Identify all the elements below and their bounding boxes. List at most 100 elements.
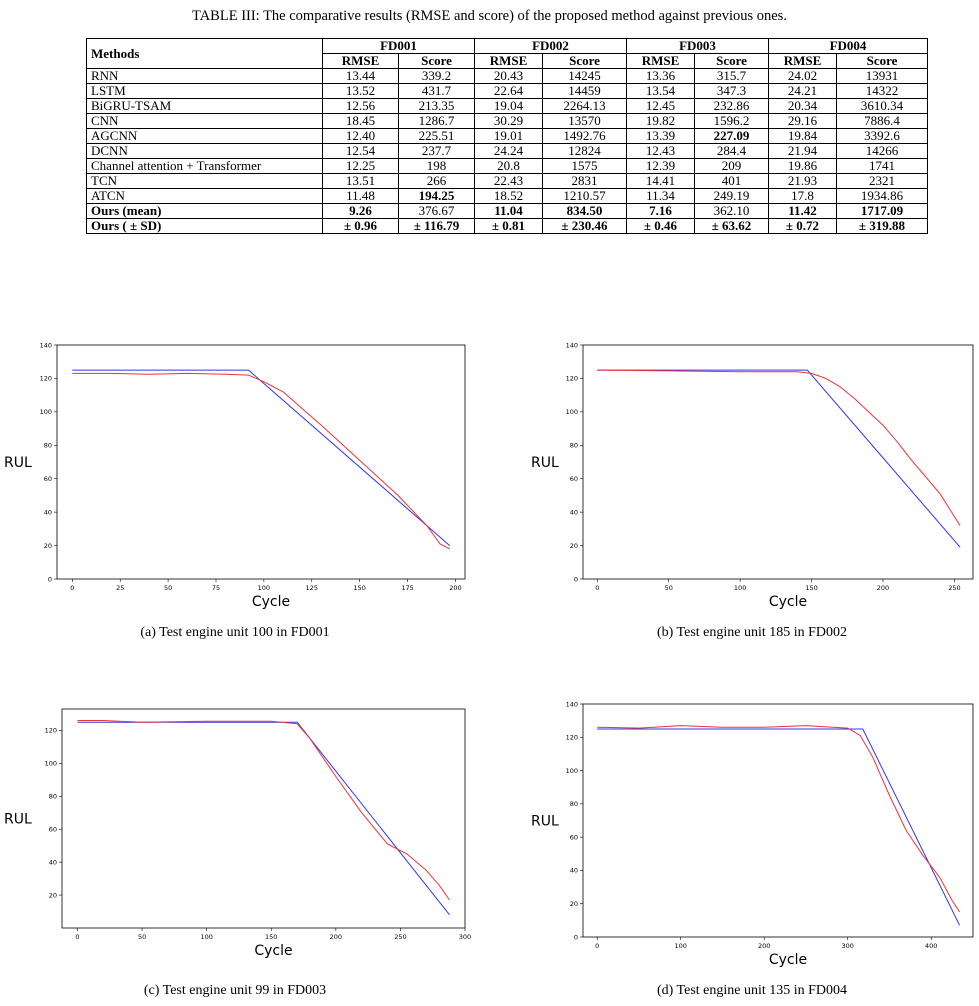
rmse-cell: 13.39 (626, 128, 695, 144)
rmse-cell: 12.39 (626, 158, 695, 174)
rmse-cell: 21.94 (768, 143, 837, 159)
rmse-cell: 12.54 (322, 143, 399, 159)
score-cell: 227.09 (694, 128, 769, 144)
rmse-header: RMSE (474, 53, 543, 69)
method-name-cell: TCN (86, 173, 323, 189)
rmse-cell: ± 0.81 (474, 218, 543, 234)
table-row: Ours (mean) 9.26 376.67 11.04 834.50 7.16 362.… (86, 203, 928, 219)
method-name-cell: Ours (mean) (86, 203, 323, 219)
true-rul-line (72, 369, 451, 546)
x-tick-label: 100 (734, 584, 746, 592)
table-row: CNN 18.45 1286.7 30.29 13570 19.82 1596.2 29.16… (86, 113, 928, 129)
score-cell: 1717.09 (836, 203, 928, 219)
plot-frame (582, 344, 974, 580)
rmse-cell: 13.54 (626, 83, 695, 99)
score-cell: ± 63.62 (694, 218, 769, 234)
x-tick-label: 100 (200, 933, 212, 941)
table-row: LSTM 13.52 431.7 22.64 14459 13.54 347.3 24.21 1… (86, 83, 928, 99)
y-tick-label: 60 (44, 475, 52, 483)
rmse-cell: 19.01 (474, 128, 543, 144)
y-tick-label: 60 (570, 475, 578, 483)
rmse-cell: 14.41 (626, 173, 695, 189)
true-rul-line (77, 721, 450, 916)
rmse-cell: 19.86 (768, 158, 837, 174)
rmse-cell: 12.45 (626, 98, 695, 114)
score-cell: 1934.86 (836, 188, 928, 204)
score-cell: 376.67 (398, 203, 475, 219)
rmse-cell: 13.52 (322, 83, 399, 99)
line-chart: 0 100 200 300 400 0 20 40 60 80 100 120 140 Cycle RUL (531, 700, 974, 968)
score-cell: 1210.57 (542, 188, 627, 204)
score-header: Score (542, 53, 627, 69)
line-chart: 0 50 100 150 200 250 300 20 40 60 80 100 120 Cycle RUL (4, 708, 471, 959)
rmse-cell: 12.43 (626, 143, 695, 159)
line-chart: 0 25 50 75 100 125 150 175 200 0 20 40 60 80 100 120 140… (4, 341, 466, 610)
score-cell: 13570 (542, 113, 627, 129)
score-cell: 1741 (836, 158, 928, 174)
score-cell: 339.2 (398, 68, 475, 84)
rmse-cell: 18.52 (474, 188, 543, 204)
rmse-cell: 30.29 (474, 113, 543, 129)
rmse-cell: 11.48 (322, 188, 399, 204)
y-axis-label: RUL (531, 814, 559, 830)
rmse-cell: 24.24 (474, 143, 543, 159)
x-tick-label: 200 (758, 942, 770, 950)
chart-panel-c: 0 50 100 150 200 250 300 20 40 60 80 100 120 Cycle RUL (0, 700, 471, 970)
rmse-cell: 7.16 (626, 203, 695, 219)
rmse-cell: 19.04 (474, 98, 543, 114)
score-cell: 237.7 (398, 143, 475, 159)
plot-frame (582, 703, 974, 938)
x-tick-label: 100 (674, 942, 686, 950)
x-tick-label: 150 (805, 584, 817, 592)
rmse-header: RMSE (626, 53, 695, 69)
score-cell: 12824 (542, 143, 627, 159)
predicted-rul-line (597, 369, 961, 526)
table-row: DCNN 12.54 237.7 24.24 12824 12.43 284.4 21.94 1… (86, 143, 928, 159)
score-cell: 2321 (836, 173, 928, 189)
rmse-cell: 29.16 (768, 113, 837, 129)
x-tick-label: 300 (842, 942, 854, 950)
method-name-cell: LSTM (86, 83, 323, 99)
score-cell: 14266 (836, 143, 928, 159)
score-cell: 362.10 (694, 203, 769, 219)
rmse-cell: 18.45 (322, 113, 399, 129)
score-cell: 1492.76 (542, 128, 627, 144)
score-cell: 7886.4 (836, 113, 928, 129)
y-tick-label: 100 (40, 408, 52, 416)
y-tick-label: 100 (566, 408, 578, 416)
rmse-cell: 19.82 (626, 113, 695, 129)
x-tick-label: 300 (459, 933, 471, 941)
rmse-cell: 17.8 (768, 188, 837, 204)
score-cell: 266 (398, 173, 475, 189)
score-cell: 198 (398, 158, 475, 174)
y-tick-label: 20 (44, 542, 52, 550)
rmse-cell: 20.8 (474, 158, 543, 174)
x-tick-label: 250 (948, 584, 960, 592)
table-row: RNN 13.44 339.2 20.43 14245 13.36 315.7 24.02 13… (86, 68, 928, 84)
x-tick-label: 100 (258, 584, 270, 592)
rmse-cell: 24.02 (768, 68, 837, 84)
predicted-rul-line (72, 372, 450, 550)
rmse-cell: 12.25 (322, 158, 399, 174)
y-tick-label: 0 (574, 575, 578, 583)
y-tick-label: 40 (49, 858, 57, 866)
y-tick-label: 120 (566, 375, 578, 383)
x-axis-label: Cycle (254, 943, 292, 959)
y-tick-label: 80 (570, 800, 578, 808)
score-cell: 1596.2 (694, 113, 769, 129)
table-row: BiGRU-TSAM 12.56 213.35 19.04 2264.13 12.45 23… (86, 98, 928, 114)
subfigure-caption-c: (c) Test engine unit 99 in FD003 (143, 983, 327, 998)
chart-panel-a: 0 25 50 75 100 125 150 175 200 0 20 40 60 80 100 120 140… (0, 338, 470, 624)
table-caption: TABLE III: The comparative results (RMSE… (192, 8, 787, 24)
method-name-cell: CNN (86, 113, 323, 129)
rmse-cell: 24.21 (768, 83, 837, 99)
method-name-cell: RNN (86, 68, 323, 84)
results-table: Methods FD001 FD002 FD003 FD004 RMSE Sco… (86, 38, 928, 234)
y-axis-label: RUL (531, 455, 559, 471)
y-tick-label: 60 (49, 826, 57, 834)
rmse-cell: 13.44 (322, 68, 399, 84)
rmse-cell: 13.36 (626, 68, 695, 84)
true-rul-line (597, 728, 961, 926)
rmse-cell: 22.64 (474, 83, 543, 99)
y-tick-label: 140 (566, 700, 578, 708)
